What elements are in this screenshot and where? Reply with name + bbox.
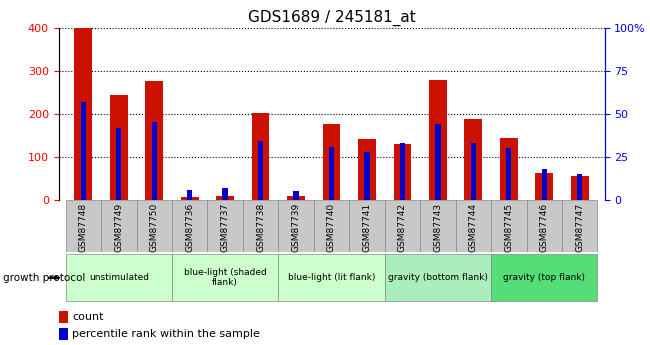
Bar [151, 122, 157, 200]
Bar [385, 200, 420, 252]
Bar [58, 310, 68, 323]
Bar [314, 200, 349, 252]
Bar [136, 200, 172, 252]
Text: unstimulated: unstimulated [89, 273, 149, 282]
Bar [278, 255, 385, 301]
Bar [491, 255, 597, 301]
Bar [110, 95, 127, 200]
Bar [207, 200, 243, 252]
Bar [364, 152, 370, 200]
Bar [456, 200, 491, 252]
Bar [541, 169, 547, 200]
Text: gravity (bottom flank): gravity (bottom flank) [388, 273, 488, 282]
Text: GSM87738: GSM87738 [256, 203, 265, 252]
Bar [81, 102, 86, 200]
Text: growth protocol: growth protocol [3, 273, 86, 283]
Text: GSM87740: GSM87740 [327, 203, 336, 252]
Bar [577, 174, 582, 200]
Bar [465, 119, 482, 200]
Bar [58, 328, 68, 340]
Bar [536, 173, 553, 200]
Bar [471, 143, 476, 200]
Text: percentile rank within the sample: percentile rank within the sample [72, 329, 260, 339]
Bar [329, 147, 334, 200]
Bar [571, 176, 588, 200]
Text: GSM87739: GSM87739 [292, 203, 300, 252]
Text: GSM87750: GSM87750 [150, 203, 159, 252]
Bar [278, 200, 314, 252]
Bar [287, 196, 305, 200]
Bar [66, 200, 101, 252]
Bar [400, 143, 405, 200]
Bar [429, 80, 447, 200]
Bar [349, 200, 385, 252]
Bar [146, 81, 163, 200]
Text: GSM87736: GSM87736 [185, 203, 194, 252]
Bar [101, 200, 136, 252]
Bar [172, 255, 278, 301]
Text: blue-light (lit flank): blue-light (lit flank) [288, 273, 375, 282]
Bar [216, 196, 234, 200]
Bar [491, 200, 526, 252]
Bar [420, 200, 456, 252]
Bar [526, 200, 562, 252]
Text: gravity (top flank): gravity (top flank) [503, 273, 585, 282]
Text: GSM87747: GSM87747 [575, 203, 584, 252]
Bar [222, 188, 227, 200]
Bar [75, 28, 92, 200]
Bar [172, 200, 207, 252]
Bar [322, 124, 341, 200]
Bar [258, 141, 263, 200]
Title: GDS1689 / 245181_at: GDS1689 / 245181_at [248, 10, 415, 26]
Bar [293, 191, 299, 200]
Text: GSM87749: GSM87749 [114, 203, 124, 252]
Bar [243, 200, 278, 252]
Bar [181, 197, 198, 200]
Text: GSM87741: GSM87741 [363, 203, 371, 252]
Bar [385, 255, 491, 301]
Text: GSM87748: GSM87748 [79, 203, 88, 252]
Bar [436, 124, 441, 200]
Text: GSM87737: GSM87737 [220, 203, 229, 252]
Text: GSM87744: GSM87744 [469, 203, 478, 252]
Bar [116, 128, 122, 200]
Bar [500, 138, 517, 200]
Bar [252, 112, 270, 200]
Text: count: count [72, 312, 103, 322]
Text: GSM87745: GSM87745 [504, 203, 514, 252]
Text: GSM87742: GSM87742 [398, 203, 407, 252]
Text: blue-light (shaded
flank): blue-light (shaded flank) [184, 268, 266, 287]
Text: GSM87746: GSM87746 [540, 203, 549, 252]
Bar [358, 139, 376, 200]
Bar [187, 190, 192, 200]
Bar [66, 255, 172, 301]
Bar [393, 144, 411, 200]
Bar [562, 200, 597, 252]
Bar [506, 148, 512, 200]
Text: GSM87743: GSM87743 [434, 203, 443, 252]
